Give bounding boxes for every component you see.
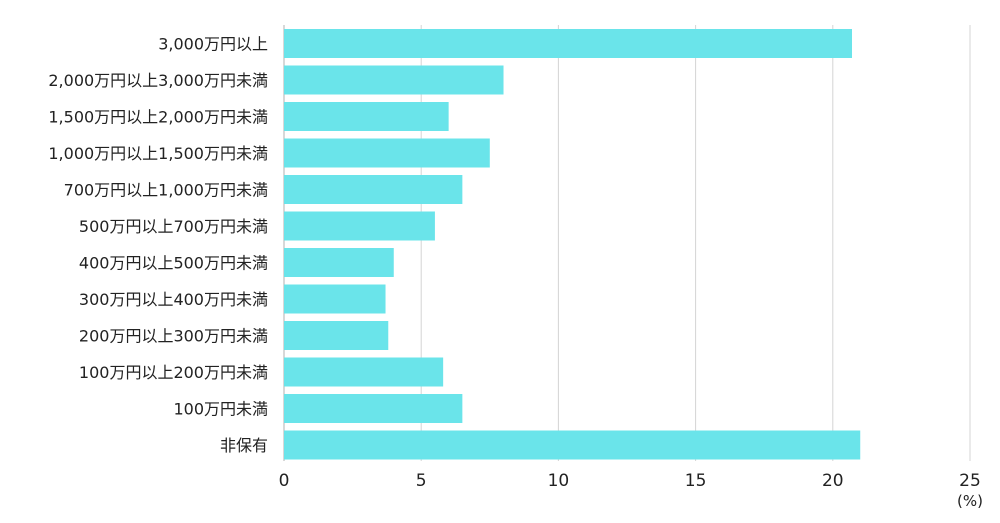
category-label-7: 300万円以上400万円未満	[79, 290, 268, 309]
category-label-8: 200万円以上300万円未満	[79, 327, 268, 346]
category-labels: 3,000万円以上 2,000万円以上3,000万円未満 1,500万円以上2,00…	[48, 35, 268, 456]
bars	[284, 29, 861, 460]
x-tick-label-20: 20	[822, 471, 844, 491]
category-label-10: 100万円未満	[173, 400, 268, 419]
bar-7	[284, 284, 386, 314]
x-tick-label-5: 5	[416, 471, 427, 491]
bar-1	[284, 65, 504, 95]
bar-5	[284, 211, 435, 241]
x-tick-label-25: 25	[959, 471, 981, 491]
x-axis-unit-label: (%)	[957, 492, 983, 510]
bar-0	[284, 29, 853, 58]
category-label-0: 3,000万円以上	[158, 35, 268, 54]
bar-4	[284, 175, 463, 204]
bar-3	[284, 138, 490, 168]
category-label-2: 1,500万円以上2,000万円未満	[48, 108, 268, 127]
bar-6	[284, 248, 394, 277]
category-label-11: 非保有	[220, 436, 268, 455]
bar-10	[284, 394, 463, 423]
grid-lines	[283, 25, 971, 461]
bar-9	[284, 357, 444, 387]
x-tick-label-10: 10	[548, 471, 570, 491]
bar-11	[284, 430, 861, 460]
category-label-4: 700万円以上1,000万円未満	[64, 181, 268, 200]
bar-2	[284, 102, 449, 131]
x-axis-tick-labels: 0 5 10 15 20 25	[279, 471, 981, 491]
category-label-6: 400万円以上500万円未満	[79, 254, 268, 273]
x-tick-label-15: 15	[685, 471, 707, 491]
category-label-9: 100万円以上200万円未満	[79, 363, 268, 382]
category-label-5: 500万円以上700万円未満	[79, 217, 268, 236]
category-label-1: 2,000万円以上3,000万円未満	[48, 71, 268, 90]
bar-8	[284, 321, 389, 350]
x-tick-label-0: 0	[279, 471, 290, 491]
category-label-3: 1,000万円以上1,500万円未満	[48, 144, 268, 163]
